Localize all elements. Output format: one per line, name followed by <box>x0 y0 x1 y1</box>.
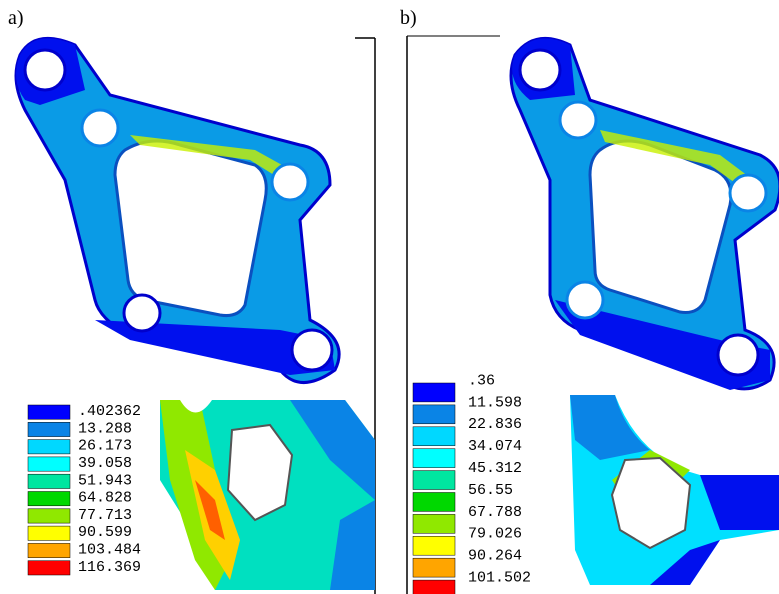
bracket-a <box>16 38 339 382</box>
legend-label: 39.058 <box>78 455 132 472</box>
legend-label: 90.264 <box>468 548 522 565</box>
legend-label: 116.369 <box>78 559 141 576</box>
legend-swatch <box>413 536 455 555</box>
legend-label: 11.598 <box>468 394 522 411</box>
legend-label: 45.312 <box>468 460 522 477</box>
legend-label: 51.943 <box>78 472 132 489</box>
legend-label: 64.828 <box>78 490 132 507</box>
legend-swatch <box>28 422 70 436</box>
legend-label: .402362 <box>78 403 141 420</box>
panel-label: b) <box>400 7 417 29</box>
legend-swatch <box>413 514 455 533</box>
panel-label: a) <box>8 7 24 29</box>
inset-a <box>160 400 375 590</box>
legend-label: 90.599 <box>78 524 132 541</box>
legend-label: .36 <box>468 372 495 389</box>
legend-label: 34.074 <box>468 438 522 455</box>
legend-label: 79.026 <box>468 526 522 543</box>
legend-label: 22.836 <box>468 416 522 433</box>
legend-swatch <box>413 471 455 490</box>
legend-label: 56.55 <box>468 482 513 499</box>
legend-swatch <box>28 457 70 471</box>
legend-swatch <box>28 543 70 557</box>
legend-label: 101.502 <box>468 570 531 587</box>
legend-swatch <box>28 561 70 575</box>
legend-swatch <box>413 405 455 424</box>
legend-swatch <box>413 580 455 594</box>
legend-swatch <box>28 492 70 506</box>
legend-swatch <box>413 449 455 468</box>
legend-label: 77.713 <box>78 507 132 524</box>
legend-swatch <box>28 440 70 454</box>
legend-swatch <box>28 526 70 540</box>
figure: a) b) .40236213.28826.17339.05851.94364.… <box>0 0 779 594</box>
legend-swatch <box>28 474 70 488</box>
legend-swatch <box>28 509 70 523</box>
legend-label: 67.788 <box>468 504 522 521</box>
inset-b <box>570 395 779 585</box>
legend-label: 26.173 <box>78 438 132 455</box>
legend-label: 13.288 <box>78 420 132 437</box>
bracket-b <box>511 38 779 390</box>
legend-swatch <box>413 427 455 446</box>
legend-swatch <box>413 493 455 512</box>
legend-swatch <box>413 383 455 402</box>
legend-label: 103.484 <box>78 542 141 559</box>
legend-swatch <box>413 558 455 577</box>
legend-swatch <box>28 405 70 419</box>
